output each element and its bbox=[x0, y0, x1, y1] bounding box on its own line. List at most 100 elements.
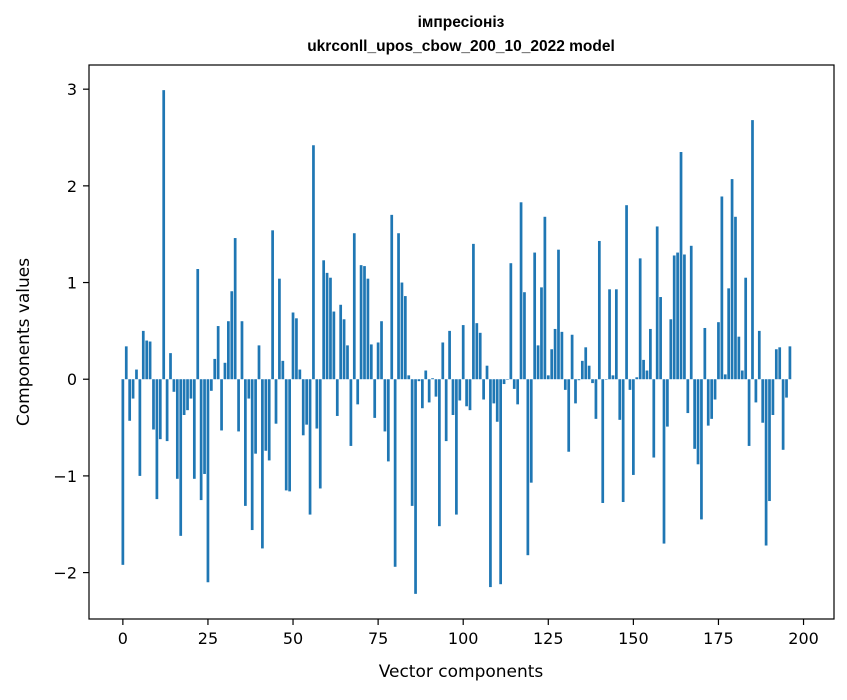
bar bbox=[192, 379, 196, 479]
bar bbox=[662, 379, 666, 544]
bar bbox=[747, 379, 751, 446]
bar bbox=[706, 379, 710, 426]
x-tick-label: 150 bbox=[618, 629, 649, 648]
bar bbox=[778, 347, 782, 380]
bar bbox=[271, 230, 274, 380]
bar bbox=[672, 255, 676, 380]
bar bbox=[295, 318, 298, 380]
x-tick-label: 75 bbox=[368, 629, 388, 648]
bar bbox=[734, 216, 737, 380]
bar bbox=[587, 365, 591, 380]
bar bbox=[608, 289, 611, 380]
bar bbox=[720, 196, 724, 380]
bar bbox=[472, 243, 475, 380]
bar bbox=[356, 379, 360, 405]
bar bbox=[427, 379, 431, 403]
bar-series bbox=[121, 90, 792, 594]
bar bbox=[764, 379, 768, 546]
bar bbox=[308, 379, 312, 515]
bar bbox=[264, 379, 268, 451]
bar bbox=[475, 323, 479, 380]
bar bbox=[649, 328, 652, 380]
bar bbox=[761, 379, 765, 423]
bar bbox=[203, 379, 206, 474]
bar bbox=[155, 379, 159, 500]
x-tick-label: 25 bbox=[198, 629, 218, 648]
bar bbox=[376, 342, 380, 380]
bar bbox=[679, 152, 683, 380]
bar bbox=[717, 322, 720, 380]
bar bbox=[230, 291, 234, 380]
bar bbox=[638, 258, 642, 380]
bar bbox=[557, 249, 560, 380]
plot-frame bbox=[88, 64, 835, 620]
bar bbox=[363, 266, 366, 380]
bar bbox=[274, 379, 278, 424]
bar bbox=[390, 214, 394, 380]
bar bbox=[366, 278, 370, 380]
bar bbox=[509, 263, 513, 380]
y-tick-label: −1 bbox=[53, 467, 77, 486]
bar bbox=[655, 226, 659, 380]
bar bbox=[543, 216, 547, 380]
bar bbox=[570, 334, 574, 380]
bar bbox=[584, 347, 588, 380]
bar bbox=[152, 379, 155, 430]
x-tick-label: 0 bbox=[118, 629, 128, 648]
bar bbox=[632, 379, 635, 475]
bar bbox=[417, 379, 421, 382]
bar bbox=[771, 379, 775, 415]
bar bbox=[546, 375, 550, 380]
bar bbox=[386, 379, 390, 462]
y-axis-ticks: −2 −1 0 1 2 3 bbox=[53, 80, 89, 583]
chart-title: імпресіоніз bbox=[418, 14, 505, 31]
bar bbox=[315, 379, 319, 429]
bar bbox=[730, 179, 734, 380]
y-tick-label: 1 bbox=[67, 274, 77, 293]
bar bbox=[601, 379, 605, 503]
bar bbox=[751, 120, 754, 380]
bar bbox=[563, 379, 567, 390]
x-tick-label: 50 bbox=[283, 629, 303, 648]
bar bbox=[240, 321, 244, 380]
bar bbox=[322, 260, 326, 380]
bar bbox=[247, 379, 251, 399]
bar bbox=[438, 379, 441, 527]
bar bbox=[206, 379, 210, 583]
bar bbox=[468, 379, 472, 411]
bar bbox=[288, 379, 291, 492]
bar bbox=[213, 358, 217, 380]
bar bbox=[621, 379, 625, 503]
bar bbox=[458, 379, 462, 401]
bar bbox=[785, 379, 788, 398]
bar bbox=[642, 359, 645, 380]
bar bbox=[128, 379, 132, 421]
bar bbox=[254, 379, 257, 454]
bar bbox=[618, 379, 622, 420]
bar bbox=[414, 379, 417, 594]
bar bbox=[485, 365, 489, 380]
bar bbox=[148, 341, 152, 380]
bar bbox=[199, 379, 203, 501]
bar bbox=[393, 379, 397, 567]
bar bbox=[407, 375, 411, 380]
bar bbox=[278, 278, 281, 380]
bar bbox=[339, 304, 343, 380]
x-axis-ticks: 0 25 50 75 100 125 150 175 200 bbox=[118, 619, 819, 648]
bar bbox=[567, 379, 571, 452]
bar bbox=[550, 349, 554, 380]
bar bbox=[611, 375, 615, 380]
bar bbox=[499, 379, 502, 585]
x-tick-label: 175 bbox=[703, 629, 734, 648]
bar bbox=[635, 377, 639, 380]
bar bbox=[329, 277, 332, 380]
bar bbox=[434, 379, 438, 397]
bar bbox=[628, 379, 632, 390]
bar bbox=[124, 346, 128, 380]
bar bbox=[141, 330, 145, 380]
bar bbox=[332, 311, 336, 380]
bar bbox=[482, 379, 485, 400]
bar bbox=[301, 379, 305, 436]
bar bbox=[284, 379, 288, 491]
